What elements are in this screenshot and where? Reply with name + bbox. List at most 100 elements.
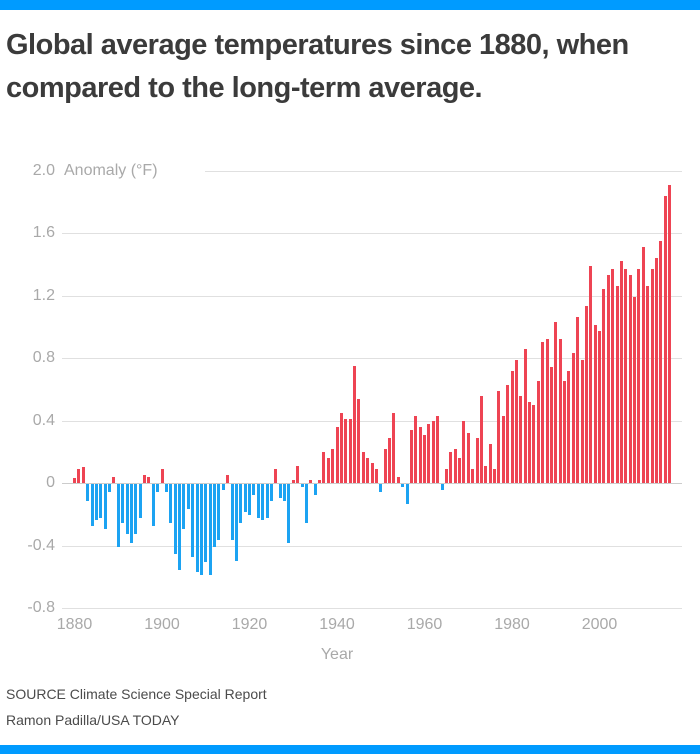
bar-1963 (436, 415, 440, 483)
bar-1941 (339, 412, 343, 483)
y-axis-title: Anomaly (°F) (64, 161, 166, 181)
bar-1984 (528, 401, 532, 483)
bar-1964 (440, 484, 444, 491)
y-tick-label--0.4: -0.4 (27, 536, 55, 554)
bar-1895 (138, 484, 142, 519)
gridline-2 (205, 170, 682, 172)
page-title: Global average temperatures since 1880, … (6, 24, 629, 110)
title-line-1: Global average temperatures since 1880, … (6, 29, 629, 61)
x-tick-label-1980: 1980 (494, 616, 530, 633)
bar-1894 (134, 484, 138, 534)
bar-2013 (654, 258, 658, 483)
bar-1933 (304, 484, 308, 524)
bar-1988 (545, 339, 549, 483)
bar-1935 (313, 484, 317, 495)
y-tick-label-1.6: 1.6 (32, 224, 55, 241)
bar-1884 (90, 484, 94, 527)
bar-1996 (580, 359, 584, 483)
bar-2014 (659, 240, 663, 483)
bar-1991 (558, 339, 562, 483)
bar-1989 (549, 367, 553, 483)
bar-1897 (147, 476, 151, 483)
bar-1916 (230, 484, 234, 541)
bar-1981 (514, 359, 518, 483)
bar-1953 (392, 412, 396, 483)
bar-1961 (427, 423, 431, 483)
bar-1904 (178, 484, 182, 570)
bar-1911 (208, 484, 212, 575)
bar-1915 (226, 475, 230, 483)
bar-1983 (523, 348, 527, 483)
bar-2012 (650, 268, 654, 483)
bar-1917 (234, 484, 238, 561)
bar-2005 (619, 261, 623, 483)
bar-1926 (274, 468, 278, 483)
y-tick-label--0.8: -0.8 (27, 599, 55, 616)
bar-1951 (383, 448, 387, 483)
x-tick-label-1880: 1880 (56, 616, 93, 633)
bar-1956 (405, 484, 409, 505)
bar-1958 (414, 415, 418, 483)
x-tick-label-2000: 2000 (581, 616, 618, 633)
bar-1975 (488, 443, 492, 483)
top-accent-bar (0, 0, 700, 10)
y-tick-label-0: 0 (46, 474, 55, 491)
bar-1922 (256, 484, 260, 519)
gridline-1.2 (62, 295, 682, 297)
bar-1998 (589, 265, 593, 483)
bar-1914 (221, 484, 225, 491)
bar-1908 (195, 484, 199, 572)
y-tick-label-1.2: 1.2 (32, 286, 55, 304)
x-tick-label-1940: 1940 (319, 616, 355, 633)
bottom-accent-bar (0, 745, 700, 754)
gridline--0.8 (62, 608, 682, 609)
bar-1967 (453, 448, 457, 483)
bar-1887 (103, 484, 107, 530)
x-tick-label-1920: 1920 (231, 616, 268, 633)
bar-1970 (466, 433, 470, 483)
bar-1912 (213, 484, 217, 547)
bar-1957 (409, 429, 413, 483)
bar-2000 (598, 331, 602, 483)
bar-1921 (252, 484, 256, 495)
bar-1930 (291, 479, 295, 483)
bar-1948 (370, 462, 374, 483)
source-text: SOURCE Climate Science Special Report (6, 686, 267, 702)
bar-1906 (186, 484, 190, 509)
bar-1990 (554, 322, 558, 483)
bar-1962 (431, 420, 435, 483)
bar-1881 (77, 468, 81, 483)
bar-1913 (217, 484, 221, 541)
bar-2010 (641, 247, 645, 483)
bar-2007 (628, 275, 632, 483)
bar-1898 (151, 484, 155, 527)
bar-1973 (479, 395, 483, 483)
bar-1924 (265, 484, 269, 519)
bar-1896 (143, 475, 147, 483)
bar-1974 (484, 465, 488, 483)
bar-1994 (571, 353, 575, 483)
bar-1942 (344, 418, 348, 483)
bar-1932 (300, 484, 304, 488)
gridline-0.8 (62, 358, 682, 359)
bar-1971 (471, 468, 475, 483)
x-tick-label-1960: 1960 (406, 616, 443, 633)
bar-1993 (567, 370, 571, 483)
bar-2011 (646, 286, 650, 483)
bar-1936 (318, 479, 322, 483)
bar-2004 (615, 286, 619, 483)
bar-1968 (458, 458, 462, 483)
x-axis-title: Year (320, 646, 354, 663)
gridline-1.6 (62, 233, 682, 234)
bar-1995 (576, 317, 580, 483)
bar-1891 (121, 484, 125, 524)
bar-1888 (108, 484, 112, 492)
bar-1977 (497, 390, 501, 483)
bar-1907 (191, 484, 195, 558)
bar-1910 (204, 484, 208, 563)
gridline-0 (62, 483, 682, 484)
bar-1886 (99, 484, 103, 519)
bar-1978 (501, 415, 505, 483)
bar-2015 (663, 195, 667, 483)
